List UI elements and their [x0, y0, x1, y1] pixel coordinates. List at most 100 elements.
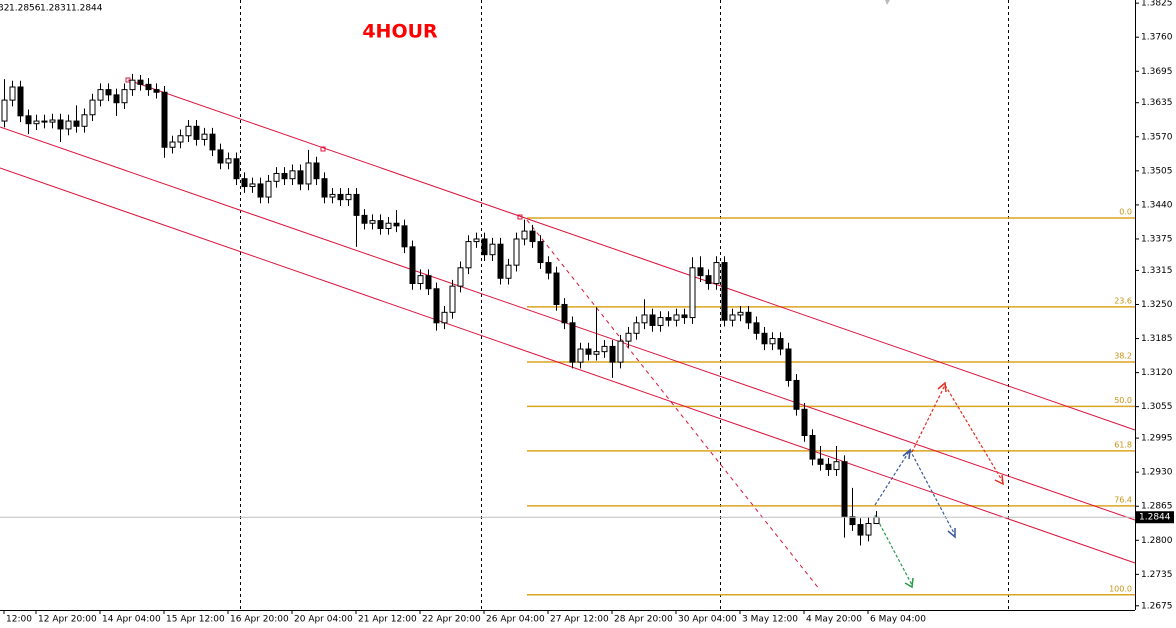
- candle-body: [17, 86, 24, 117]
- candle-body: [537, 241, 544, 264]
- y-tick-label: 1.3570: [1141, 132, 1173, 142]
- fib-label: 50.0: [1114, 396, 1132, 405]
- price-box: [1136, 511, 1174, 524]
- arrow-head: [947, 528, 956, 539]
- candle-body: [641, 314, 648, 324]
- candle-body: [305, 162, 312, 185]
- x-tick-label: 6 May 04:00: [870, 615, 926, 625]
- x-tick-label: 26 Apr 04:00: [486, 615, 545, 625]
- candles: [0, 73, 1135, 546]
- y-tick-label: 1.3505: [1141, 166, 1173, 176]
- x-tick-label: 20 Apr 04:00: [294, 615, 353, 625]
- candle-body: [689, 267, 696, 319]
- arrow-path: [911, 383, 1004, 483]
- candle-body: [209, 133, 216, 151]
- candle-body: [569, 322, 576, 363]
- candle-body: [785, 348, 792, 381]
- fib-label: 23.6: [1114, 296, 1132, 305]
- candle-body: [153, 89, 160, 93]
- trend-line: [526, 219, 821, 591]
- y-tick-label: 1.3440: [1141, 200, 1173, 210]
- candle-body: [505, 264, 512, 279]
- candle-body: [561, 303, 568, 324]
- candle-body: [497, 243, 504, 279]
- candle-body: [401, 225, 408, 248]
- candle-body: [345, 193, 352, 201]
- arrow-heads: [902, 381, 1004, 589]
- candle-body: [169, 141, 176, 148]
- x-tick-label: 14 Apr 04:00: [102, 615, 161, 625]
- candle-body: [481, 238, 488, 256]
- candle-body: [513, 238, 520, 266]
- time-axis-bg: [0, 610, 1176, 628]
- anchor: [320, 146, 326, 152]
- candle-body: [73, 120, 80, 127]
- candle-body: [313, 162, 320, 180]
- y-tick-label: 1.2675: [1141, 601, 1173, 611]
- x-tick-label: 4 May 20:00: [806, 615, 862, 625]
- candle-body: [41, 120, 48, 123]
- candle-body: [241, 178, 248, 188]
- candle-body: [321, 178, 328, 198]
- y-tick-label: 1.3375: [1141, 234, 1173, 244]
- x-tick-label: 15 Apr 12:00: [166, 615, 225, 625]
- candle-body: [225, 158, 232, 164]
- candle-body: [137, 79, 144, 85]
- candle-body: [609, 345, 616, 363]
- candle-body: [369, 220, 376, 224]
- x-tick-label: 21 Apr 12:00: [358, 615, 417, 625]
- candle-body: [465, 241, 472, 269]
- arrow-head: [937, 381, 947, 393]
- candle-body: [233, 158, 240, 180]
- y-tick-label: 1.2865: [1141, 502, 1173, 512]
- candle-body: [289, 170, 296, 180]
- candle-body: [161, 91, 168, 148]
- candle-body: [585, 348, 592, 355]
- channel: [0, 77, 1136, 591]
- candle-body: [489, 243, 496, 256]
- y-tick-label: 1.3825: [1141, 0, 1173, 9]
- candle-body: [449, 285, 456, 313]
- candle-body: [97, 89, 104, 101]
- price-box-label: 1.2844: [1139, 513, 1171, 523]
- y-tick-label: 1.3695: [1141, 67, 1173, 77]
- candle-body: [425, 275, 432, 290]
- x-tick-label: 30 Apr 04:00: [678, 615, 737, 625]
- candle-body: [649, 314, 656, 326]
- candle-body: [529, 230, 536, 243]
- candle-body: [121, 89, 128, 104]
- candle-body: [761, 332, 768, 345]
- candle-body: [473, 238, 480, 243]
- candle-body: [385, 222, 392, 229]
- candle-body: [625, 332, 632, 342]
- candle-body: [441, 311, 448, 324]
- y-tick-label: 1.3055: [1141, 402, 1173, 412]
- candle-body: [681, 314, 688, 319]
- candle-body: [185, 125, 192, 137]
- candle-body: [601, 345, 608, 353]
- candle-body: [265, 180, 272, 198]
- x-tick-label: 12 Apr 20:00: [38, 615, 97, 625]
- candle-body: [665, 317, 672, 321]
- y-tick-label: 1.2930: [1141, 468, 1173, 478]
- arrow-head: [904, 577, 914, 589]
- candle-body: [113, 94, 120, 104]
- y-tick-label: 1.3760: [1141, 33, 1173, 43]
- candle-body: [257, 183, 264, 198]
- candle-body: [697, 267, 704, 277]
- fib-label: 61.8: [1114, 440, 1132, 449]
- fib-label: 100.0: [1109, 584, 1132, 593]
- candle-body: [177, 135, 184, 143]
- candle-body: [129, 79, 136, 91]
- y-tick-label: 1.2800: [1141, 536, 1173, 546]
- candle-body: [297, 170, 304, 185]
- candle-body: [329, 193, 336, 198]
- ohlc-close: 1.2844: [71, 4, 103, 14]
- ohlc-open: 1.2832: [0, 4, 10, 14]
- x-tick-label: 3 May 12:00: [742, 615, 798, 625]
- candle-body: [281, 172, 288, 180]
- candle-body: [777, 338, 784, 350]
- y-tick-label: 1.3250: [1141, 300, 1173, 310]
- marker: [885, 0, 890, 5]
